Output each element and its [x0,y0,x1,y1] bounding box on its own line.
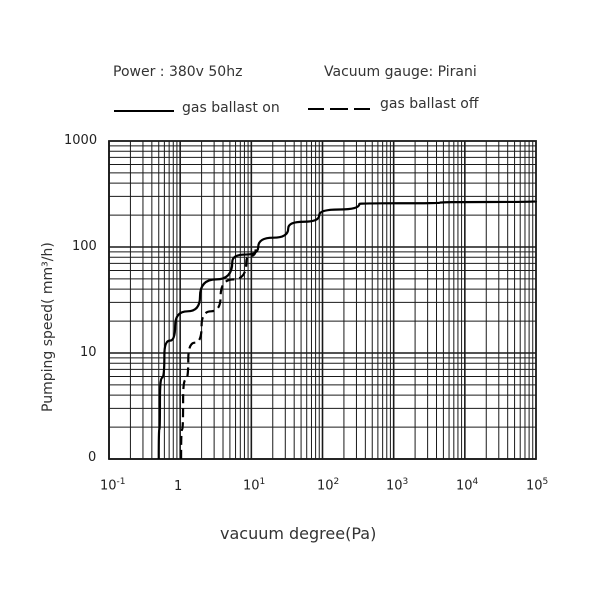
legend-dashed-label: gas ballast off [380,96,479,112]
x-tick-exp: 1 [259,477,266,487]
curve-gas-ballast-on [157,200,538,460]
legend: gas ballast on gas ballast off [112,96,512,120]
vacuum-gauge-spec: Vacuum gauge: Pirani [324,64,477,80]
y-tick-100: 100 [72,239,97,254]
y-tick-10: 10 [80,345,97,360]
x-tick-1: 1 [174,479,182,494]
x-tick-6: 105 [526,477,548,493]
y-axis-label: Pumping speed( mm³/h) [40,242,56,412]
x-tick-base: 1 [174,479,183,494]
x-axis-label: vacuum degree(Pa) [220,524,377,543]
x-tick-base: 10 [526,478,543,494]
x-tick-exp: 3 [402,477,409,487]
x-tick-base: 10 [386,478,403,494]
power-spec: Power : 380v 50hz [113,64,243,80]
x-tick-base: 10 [317,478,334,494]
y-tick-1000: 1000 [64,133,98,148]
x-tick-3: 102 [317,477,339,493]
x-tick-exp: -1 [116,477,126,487]
x-tick-5: 104 [456,477,478,493]
y-tick-0: 0 [88,450,97,465]
x-tick-exp: 4 [472,477,479,487]
x-tick-exp: 5 [542,477,549,487]
x-tick-base: 10 [100,478,117,494]
x-tick-exp: 2 [333,477,340,487]
x-tick-4: 103 [386,477,408,493]
legend-solid-line-icon [114,108,370,112]
x-tick-2: 101 [243,477,265,493]
curve-gas-ballast-off [179,249,257,460]
x-tick-base: 10 [456,478,473,494]
x-tick-base: 10 [243,478,260,494]
x-tick-0: 10-1 [100,477,126,493]
legend-solid-label: gas ballast on [182,100,280,116]
